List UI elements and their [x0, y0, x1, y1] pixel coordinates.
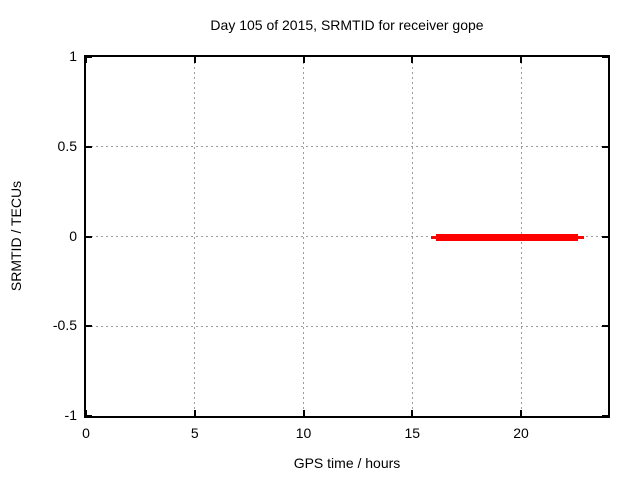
y-axis-label: SRMTID / TECUs [8, 180, 24, 292]
y-tick-label--1: -1 [64, 407, 77, 423]
x-tick-top-0 [85, 57, 87, 63]
series-srmtid-segment-2 [577, 236, 585, 239]
gridline-y--0.5 [86, 325, 608, 327]
x-tick-label-5: 5 [190, 425, 199, 441]
y-tick-right-1 [602, 56, 608, 58]
y-tick-right--0.5 [602, 325, 608, 328]
x-tick-bottom-10 [302, 410, 305, 416]
y-tick-left-0 [86, 235, 92, 238]
y-tick-left--1 [86, 415, 92, 417]
y-tick-label-0.5: 0.5 [57, 137, 77, 154]
x-tick-top-10 [302, 57, 305, 63]
y-tick-right-0 [602, 235, 608, 238]
y-tick-label--0.5: -0.5 [52, 317, 77, 334]
y-tick-left-0.5 [86, 145, 92, 148]
x-tick-label-10: 10 [295, 425, 312, 441]
y-tick-right-0.5 [602, 145, 608, 148]
y-tick-label-0: 0 [69, 227, 77, 244]
x-axis-label: GPS time / hours [293, 455, 401, 471]
x-tick-label-20: 20 [513, 425, 529, 441]
x-tick-top-20 [520, 57, 522, 63]
x-tick-bottom-0 [85, 410, 87, 416]
x-tick-bottom-5 [193, 410, 196, 416]
x-tick-top-15 [411, 57, 414, 63]
x-tick-bottom-20 [520, 410, 522, 416]
y-tick-left--0.5 [86, 325, 92, 328]
x-tick-bottom-15 [411, 410, 414, 416]
y-tick-label-1: 1 [69, 48, 77, 64]
series-srmtid-segment-0 [430, 236, 437, 239]
y-tick-left-1 [86, 56, 92, 58]
x-tick-label-15: 15 [404, 425, 421, 441]
series-srmtid-segment-1 [436, 234, 578, 241]
x-tick-top-5 [193, 57, 196, 63]
gridline-y-0 [86, 236, 608, 237]
x-tick-label-0: 0 [82, 425, 90, 441]
plot-area [84, 55, 610, 418]
chart-title: Day 105 of 2015, SRMTID for receiver gop… [210, 17, 484, 33]
y-tick-right--1 [602, 415, 608, 417]
gridline-y-0.5 [86, 146, 608, 148]
